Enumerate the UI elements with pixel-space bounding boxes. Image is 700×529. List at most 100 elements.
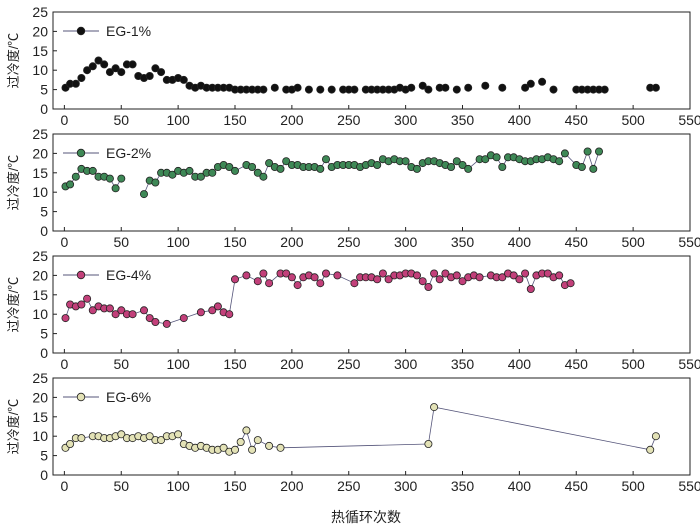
x-tick-label: 300 — [394, 356, 418, 372]
data-point — [77, 300, 86, 309]
data-point — [94, 56, 103, 65]
legend-marker — [76, 26, 86, 36]
data-point — [230, 445, 239, 454]
data-point — [117, 68, 126, 77]
x-tick-label: 300 — [394, 234, 418, 250]
data-point — [83, 294, 92, 303]
x-tick-label: 500 — [621, 478, 645, 494]
legend-marker — [76, 270, 86, 280]
data-point — [145, 432, 154, 441]
data-point — [435, 275, 444, 284]
data-point — [105, 174, 114, 183]
y-tick-label: 15 — [32, 165, 48, 181]
data-point — [373, 275, 382, 284]
data-point — [88, 306, 97, 315]
data-point — [151, 317, 160, 326]
x-tick-label: 450 — [565, 112, 589, 128]
data-point — [481, 155, 490, 164]
data-point — [117, 174, 126, 183]
data-point — [219, 443, 228, 452]
data-point — [521, 269, 530, 278]
y-tick-label: 25 — [32, 4, 48, 20]
data-point — [509, 271, 518, 280]
y-tick-label: 20 — [32, 267, 48, 283]
data-point — [242, 426, 251, 435]
data-point — [253, 436, 262, 445]
data-point — [265, 441, 274, 450]
data-point — [162, 319, 171, 328]
data-point — [139, 190, 148, 199]
data-point — [168, 170, 177, 179]
data-point — [600, 85, 609, 94]
data-point — [498, 273, 507, 282]
x-tick-label: 350 — [451, 112, 475, 128]
x-tick-label: 550 — [678, 234, 700, 250]
x-tick-label: 150 — [223, 356, 247, 372]
data-point — [259, 85, 268, 94]
data-point — [521, 83, 530, 92]
data-point — [174, 430, 183, 439]
data-point — [464, 164, 473, 173]
data-point — [412, 271, 421, 280]
data-point — [452, 157, 461, 166]
data-point — [248, 162, 257, 171]
data-point — [441, 83, 450, 92]
data-point — [492, 153, 501, 162]
data-point — [373, 160, 382, 169]
x-tick-label: 100 — [166, 234, 190, 250]
x-tick-label: 150 — [223, 112, 247, 128]
x-tick-label: 500 — [621, 112, 645, 128]
data-point — [259, 172, 268, 181]
legend-marker — [76, 148, 86, 158]
data-point — [304, 85, 313, 94]
data-point — [71, 172, 80, 181]
x-tick-label: 200 — [280, 478, 304, 494]
data-point — [566, 279, 575, 288]
data-point — [77, 74, 86, 83]
data-point — [105, 304, 114, 313]
x-tick-label: 550 — [678, 478, 700, 494]
y-tick-label: 0 — [40, 345, 48, 361]
data-point — [316, 85, 325, 94]
y-tick-label: 5 — [40, 82, 48, 98]
data-point — [157, 68, 166, 77]
x-axis-label: 热循环次数 — [331, 509, 401, 525]
data-point — [316, 279, 325, 288]
data-point — [384, 275, 393, 284]
data-point — [185, 166, 194, 175]
data-point — [225, 310, 234, 319]
y-tick-label: 25 — [32, 370, 48, 386]
data-point — [418, 81, 427, 90]
data-point — [66, 439, 75, 448]
x-tick-label: 450 — [565, 356, 589, 372]
data-point — [105, 68, 114, 77]
data-point — [424, 439, 433, 448]
y-tick-label: 15 — [32, 43, 48, 59]
data-point — [407, 83, 416, 92]
data-point — [589, 164, 598, 173]
x-tick-label: 100 — [166, 478, 190, 494]
y-tick-label: 10 — [32, 428, 48, 444]
x-tick-label: 300 — [394, 112, 418, 128]
x-tick-label: 150 — [223, 478, 247, 494]
plot-frame — [52, 377, 691, 476]
data-point — [515, 275, 524, 284]
y-tick-label: 25 — [32, 126, 48, 142]
y-tick-label: 20 — [32, 145, 48, 161]
data-point — [179, 75, 188, 84]
y-tick-label: 0 — [40, 223, 48, 239]
data-point — [646, 445, 655, 454]
data-point — [117, 430, 126, 439]
data-point — [555, 157, 564, 166]
data-point — [350, 279, 359, 288]
x-tick-label: 50 — [113, 356, 129, 372]
data-point — [424, 282, 433, 291]
x-tick-label: 200 — [280, 112, 304, 128]
data-point — [378, 269, 387, 278]
data-point — [117, 306, 126, 315]
x-tick-label: 400 — [508, 356, 532, 372]
data-point — [475, 273, 484, 282]
x-tick-label: 200 — [280, 356, 304, 372]
